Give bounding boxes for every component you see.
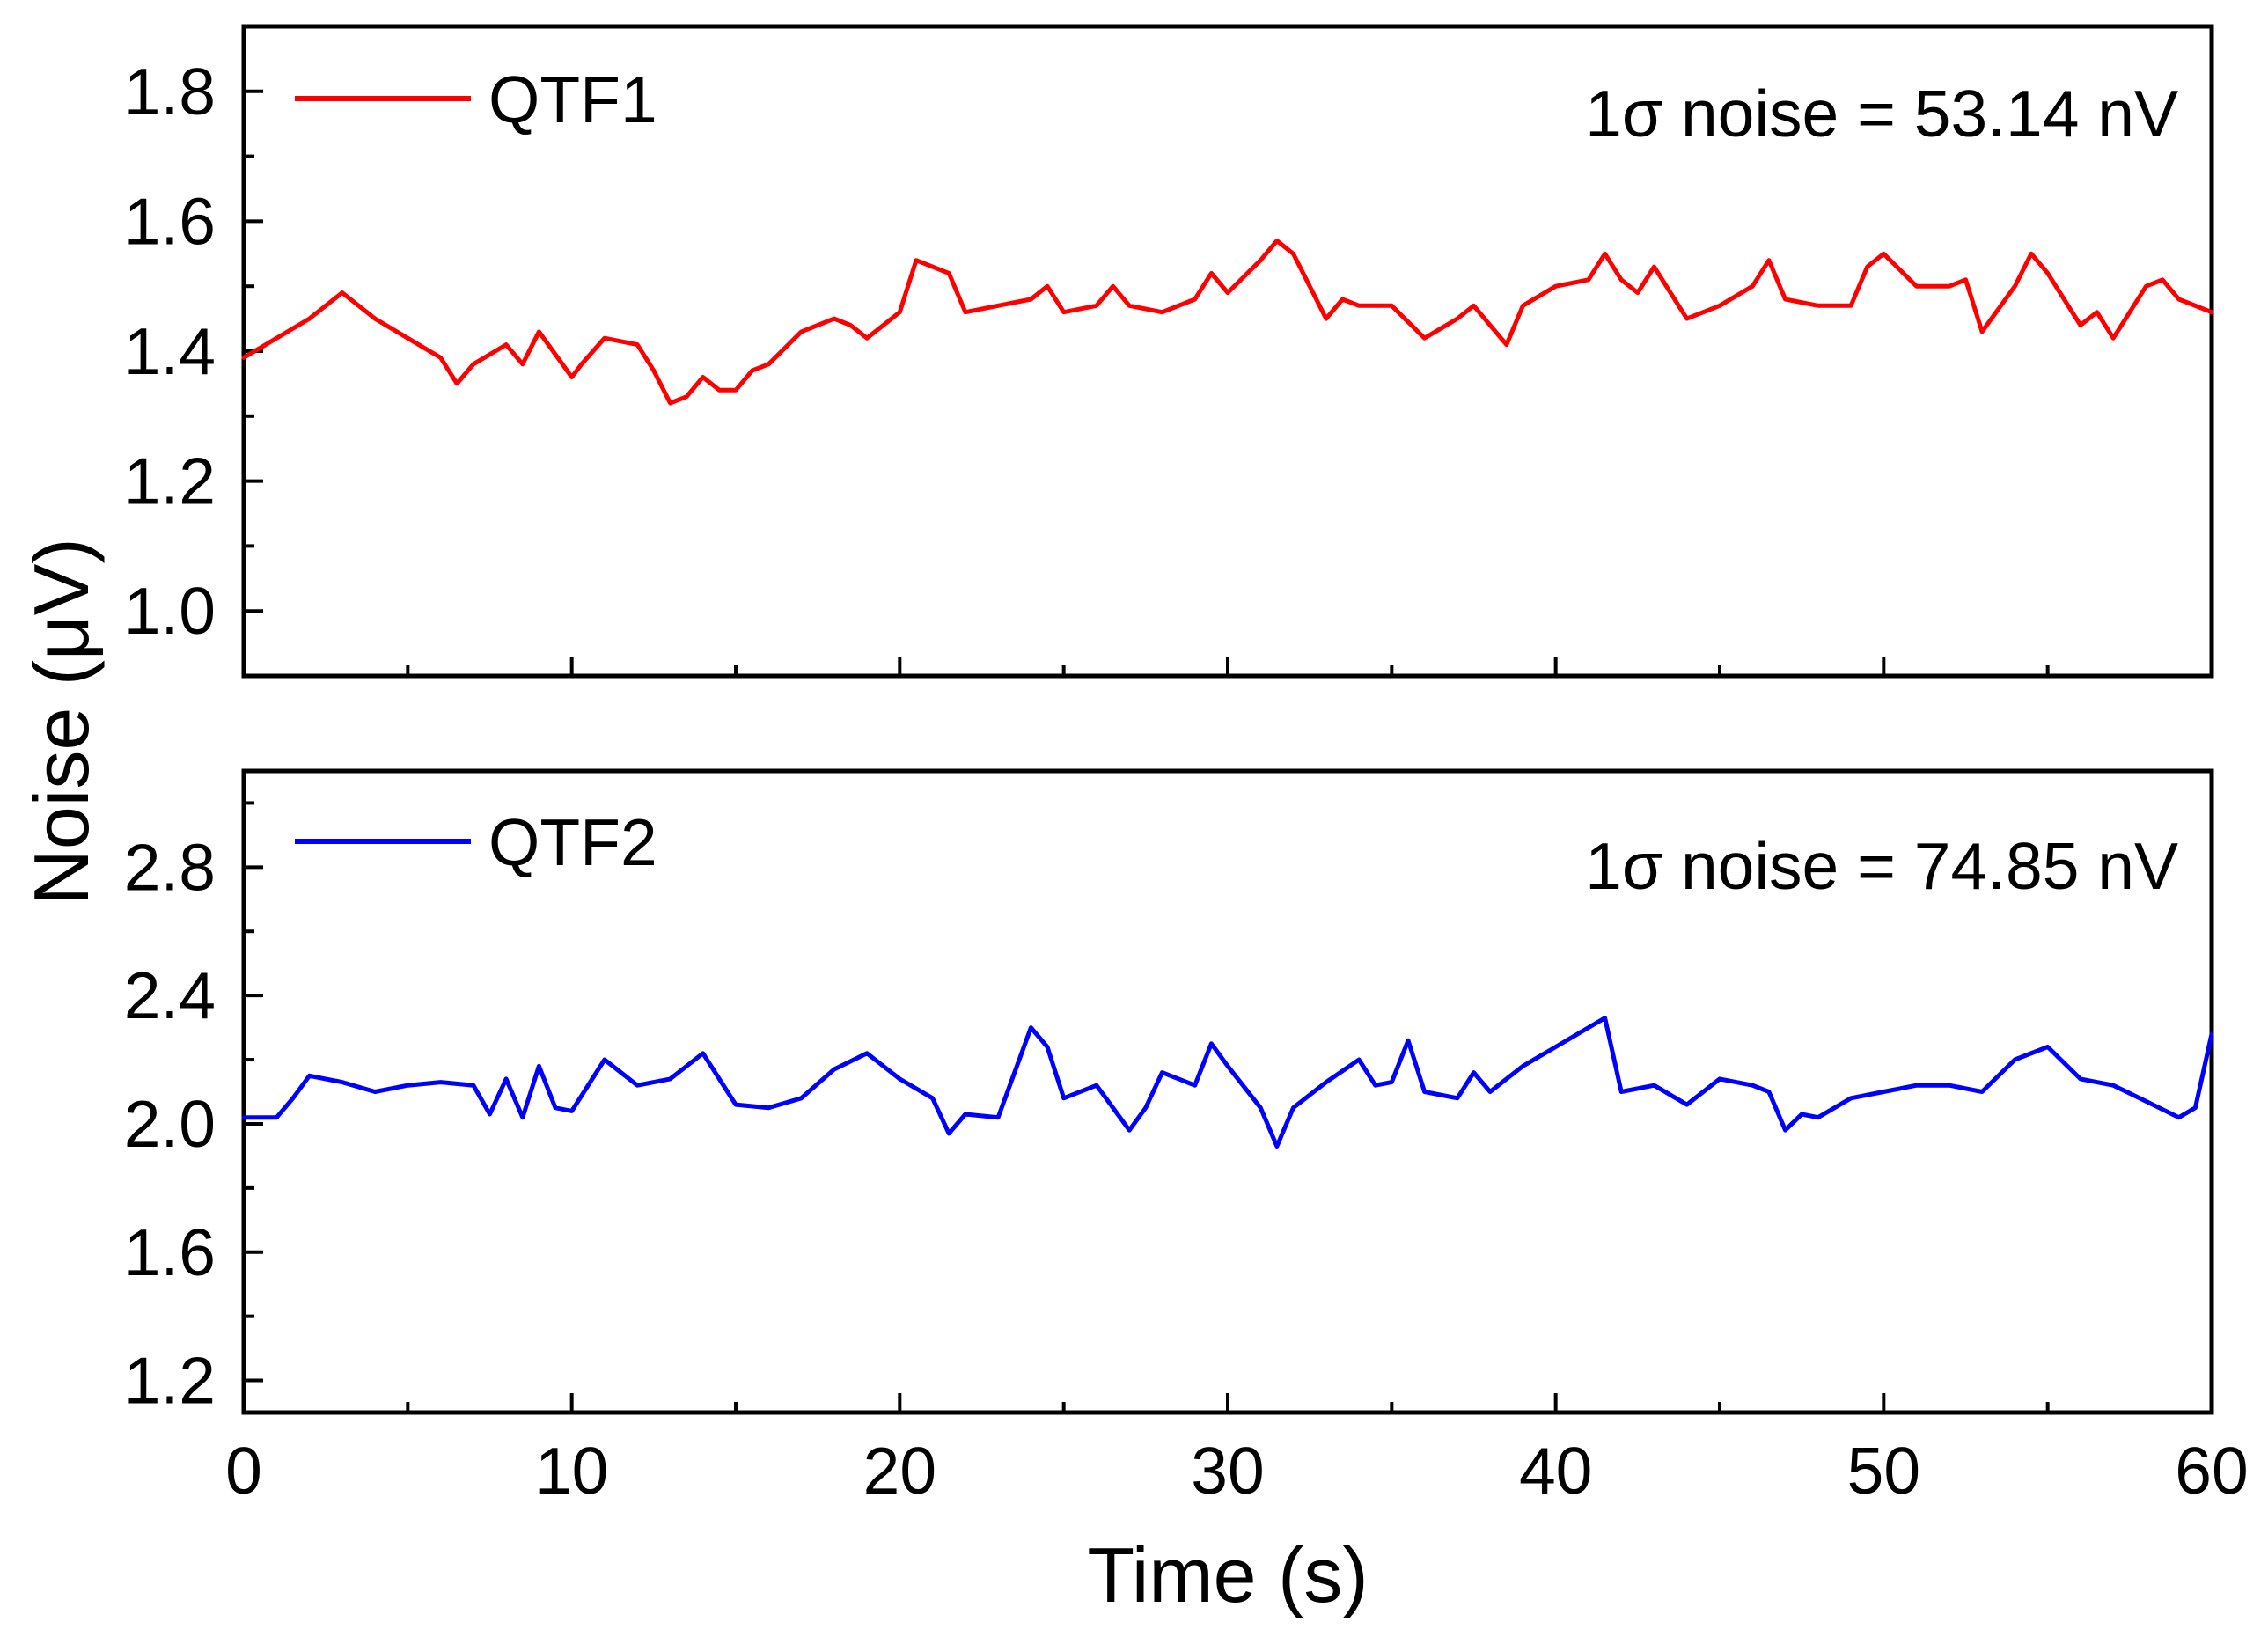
- y-tick-label: 2.0: [124, 1087, 216, 1161]
- legend-label-qtf1: QTF1: [488, 62, 657, 136]
- x-tick-label: 0: [225, 1434, 262, 1508]
- noise-annotation: 1σ noise = 74.85 nV: [1585, 829, 2178, 903]
- x-tick-label: 40: [1519, 1434, 1592, 1508]
- series-line-qtf2: [241, 1016, 2214, 1149]
- y-tick-label: 1.2: [124, 444, 216, 518]
- x-tick-label: 30: [1191, 1434, 1264, 1508]
- y-tick-label: 1.4: [124, 314, 216, 388]
- y-tick-label: 1.6: [124, 1215, 216, 1289]
- y-tick-label: 1.6: [124, 184, 216, 258]
- noise-annotation: 1σ noise = 53.14 nV: [1585, 77, 2178, 150]
- y-tick-label: 2.4: [124, 958, 216, 1032]
- y-tick-label: 1.0: [124, 574, 216, 648]
- series-group: [241, 239, 2214, 406]
- y-tick-label: 2.8: [124, 830, 216, 904]
- tick-group: 0 10 20 30 40 50 60 1.2 1.6 2.0 2.4 2.8: [124, 801, 2249, 1508]
- legend: QTF2: [295, 805, 657, 879]
- x-tick-label: 10: [535, 1434, 608, 1508]
- x-tick-label: 60: [2175, 1434, 2248, 1508]
- x-tick-label: 50: [1847, 1434, 1920, 1508]
- panel-qtf2: 0 10 20 30 40 50 60 1.2 1.6 2.0 2.4 2.8 QTF2 1σ noi…: [124, 768, 2249, 1508]
- x-axis-title: Time (s): [1087, 1531, 1368, 1618]
- y-tick-label: 1.2: [124, 1344, 216, 1418]
- legend: QTF1: [295, 62, 657, 136]
- legend-label-qtf2: QTF2: [488, 805, 657, 879]
- series-group: [241, 1016, 2214, 1149]
- y-axis-title: Noise (μV): [18, 538, 105, 905]
- x-tick-label: 20: [863, 1434, 936, 1508]
- y-tick-label: 1.8: [124, 55, 216, 128]
- series-line-qtf1: [241, 239, 2214, 406]
- panel-qtf1: 1.0 1.2 1.4 1.6 1.8 QTF1 1σ noise = 53.14 nV: [124, 24, 2214, 679]
